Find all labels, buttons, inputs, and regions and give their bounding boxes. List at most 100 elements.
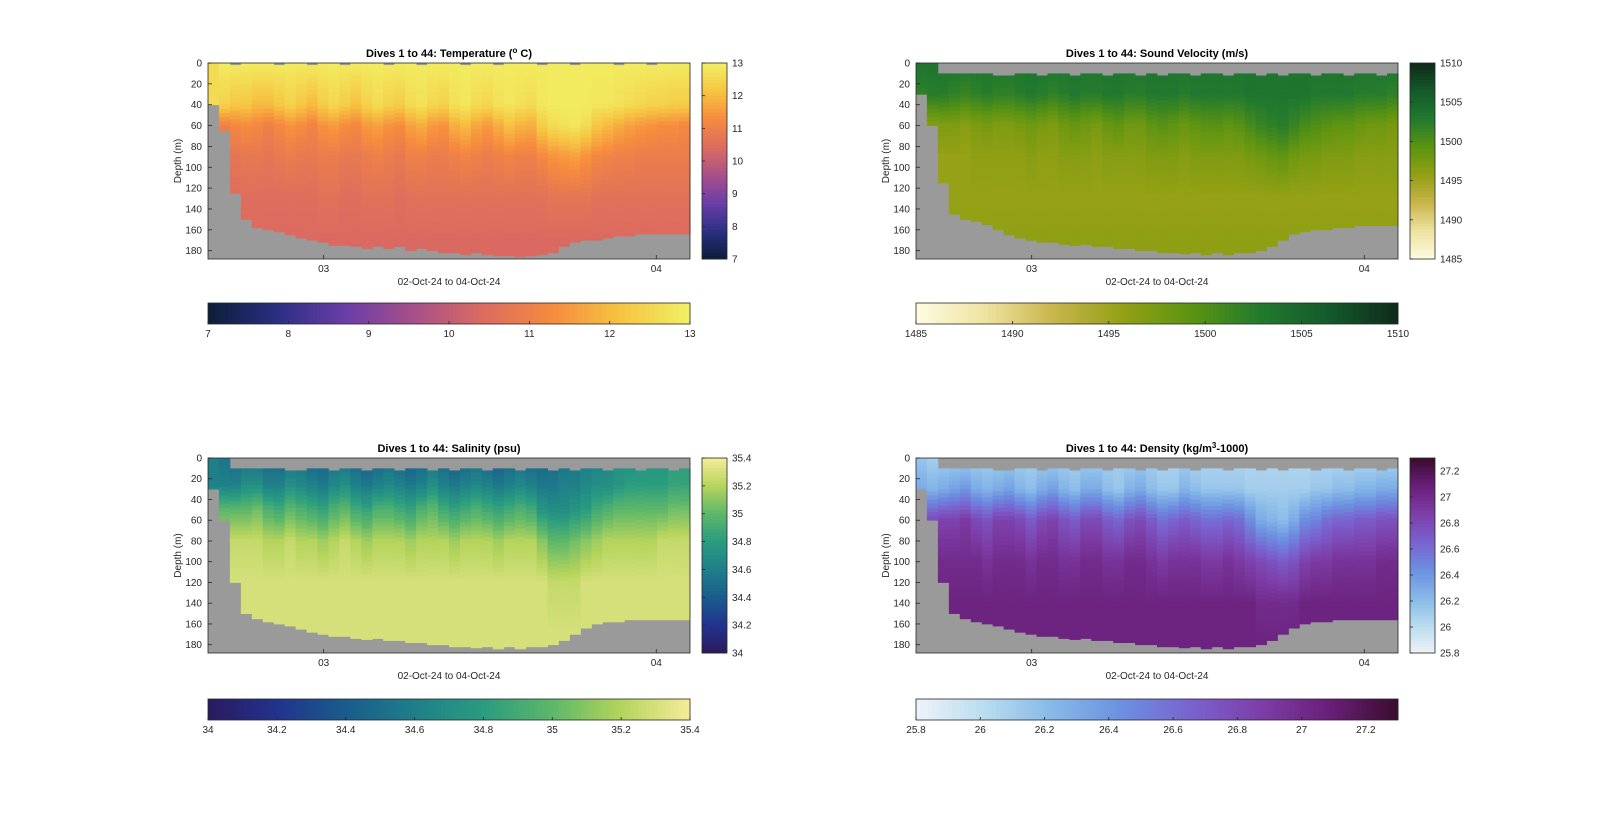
heatmap-cell bbox=[1365, 115, 1377, 120]
heatmap-cell bbox=[992, 104, 1005, 110]
heatmap-cell bbox=[1332, 135, 1344, 141]
heatmap-cell bbox=[1288, 181, 1300, 187]
heatmap-cell bbox=[580, 204, 592, 210]
heatmap-cell bbox=[1014, 127, 1026, 133]
heatmap-cell bbox=[1167, 110, 1180, 116]
heatmap-cell bbox=[1376, 217, 1388, 222]
heatmap-cell bbox=[383, 177, 395, 183]
heatmap-cell bbox=[937, 85, 950, 91]
heatmap-cell bbox=[1080, 219, 1092, 224]
heatmap-cell bbox=[1058, 227, 1070, 233]
heatmap-cell bbox=[1255, 129, 1267, 135]
heatmap-cell bbox=[1003, 229, 1015, 235]
heatmap-cell bbox=[1178, 211, 1191, 216]
heatmap-cell bbox=[1200, 240, 1213, 245]
heatmap-cell bbox=[1178, 173, 1191, 179]
heatmap-cell bbox=[470, 514, 483, 519]
heatmap-cell bbox=[416, 480, 428, 486]
heatmap-cell bbox=[1211, 156, 1224, 162]
heatmap-cell bbox=[514, 179, 527, 185]
heatmap-cell bbox=[1167, 102, 1180, 108]
heatmap-cell bbox=[350, 200, 362, 206]
heatmap-cell bbox=[1102, 158, 1114, 164]
heatmap-cell bbox=[679, 167, 691, 172]
colorbar-swatch bbox=[1281, 303, 1286, 324]
heatmap-cell bbox=[306, 580, 318, 585]
heatmap-cell bbox=[481, 636, 494, 641]
heatmap-cell bbox=[580, 183, 592, 189]
heatmap-cell bbox=[1003, 158, 1015, 164]
heatmap-cell bbox=[405, 572, 417, 577]
heatmap-cell bbox=[317, 146, 329, 151]
heatmap-cell bbox=[427, 586, 439, 592]
heatmap-cell bbox=[948, 148, 961, 154]
heatmap-cell bbox=[372, 233, 384, 239]
heatmap-cell bbox=[449, 213, 461, 218]
heatmap-cell bbox=[449, 171, 461, 176]
heatmap-cell bbox=[383, 90, 395, 95]
heatmap-cell bbox=[1014, 110, 1026, 116]
heatmap-cell bbox=[361, 603, 373, 608]
heatmap-cell bbox=[1233, 244, 1246, 249]
heatmap-cell bbox=[251, 154, 264, 160]
colorbar-swatch bbox=[364, 303, 370, 324]
heatmap-cell bbox=[1003, 133, 1015, 139]
heatmap-cell bbox=[361, 192, 373, 197]
heatmap-cell bbox=[328, 482, 340, 488]
y-tick-label: 40 bbox=[191, 100, 203, 111]
heatmap-cell bbox=[1222, 204, 1235, 210]
heatmap-cell bbox=[383, 601, 395, 606]
heatmap-cell bbox=[1299, 127, 1311, 133]
heatmap-cell bbox=[481, 242, 494, 247]
heatmap-cell bbox=[251, 555, 264, 561]
heatmap-cell bbox=[295, 570, 307, 575]
heatmap-cell bbox=[937, 169, 950, 174]
heatmap-cell bbox=[372, 63, 384, 68]
heatmap-cell bbox=[1058, 127, 1070, 133]
heatmap-cell bbox=[383, 567, 395, 573]
heatmap-cell bbox=[591, 104, 603, 110]
heatmap-cell bbox=[416, 181, 428, 187]
heatmap-cell bbox=[1146, 215, 1158, 220]
heatmap-cell bbox=[284, 79, 297, 85]
heatmap-cell bbox=[1299, 119, 1311, 124]
heatmap-cell bbox=[602, 204, 614, 210]
heatmap-cell bbox=[992, 163, 1005, 168]
heatmap-cell bbox=[306, 480, 318, 486]
heatmap-cell bbox=[273, 526, 286, 532]
heatmap-cell bbox=[926, 88, 939, 93]
heatmap-cell bbox=[427, 607, 439, 612]
heatmap-cell bbox=[657, 121, 669, 126]
heatmap-cell bbox=[284, 561, 297, 567]
heatmap-cell bbox=[1299, 90, 1311, 95]
heatmap-cell bbox=[1058, 206, 1070, 212]
heatmap-cell bbox=[372, 617, 384, 623]
heatmap-cell bbox=[1058, 231, 1070, 237]
heatmap-cell bbox=[1222, 158, 1235, 164]
heatmap-cell bbox=[503, 167, 516, 172]
heatmap-cell bbox=[295, 499, 307, 505]
heatmap-cell bbox=[1157, 179, 1169, 185]
heatmap-cell bbox=[438, 563, 450, 569]
heatmap-cell bbox=[1157, 208, 1169, 214]
heatmap-cell bbox=[1354, 98, 1366, 104]
colorbar-swatch bbox=[1410, 105, 1435, 110]
heatmap-cell bbox=[470, 501, 483, 507]
heatmap-cell bbox=[273, 584, 286, 590]
heatmap-cell bbox=[970, 110, 983, 116]
heatmap-cell bbox=[679, 213, 691, 218]
heatmap-cell bbox=[1255, 104, 1267, 110]
heatmap-cell bbox=[492, 177, 505, 183]
heatmap-cell bbox=[306, 144, 318, 149]
heatmap-cell bbox=[416, 131, 428, 137]
colorbar-swatch bbox=[1410, 92, 1435, 97]
heatmap-cell bbox=[361, 623, 373, 629]
heatmap-cell bbox=[1376, 175, 1388, 181]
heatmap-cell bbox=[1058, 73, 1070, 78]
heatmap-cell bbox=[558, 163, 570, 168]
heatmap-cell bbox=[218, 491, 231, 496]
heatmap-cell bbox=[273, 538, 286, 544]
colorbar-swatch bbox=[1072, 303, 1078, 324]
heatmap-cell bbox=[273, 161, 286, 166]
heatmap-cell bbox=[306, 505, 318, 511]
